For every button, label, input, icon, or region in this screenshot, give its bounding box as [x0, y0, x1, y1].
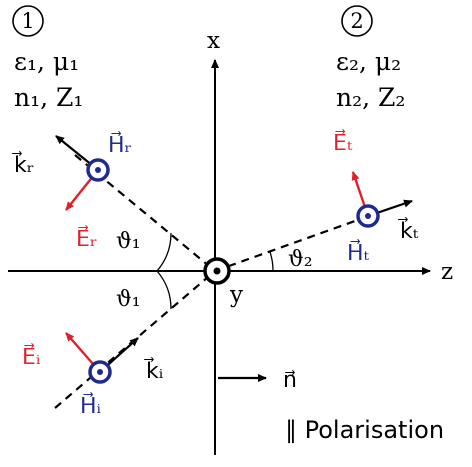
- incident-E-label: E⃗ᵢ: [22, 343, 41, 370]
- x-axis-label: x: [207, 28, 220, 54]
- incident-angle-label: ϑ₁: [116, 287, 141, 312]
- transmitted-ray: [214, 219, 356, 273]
- svg-text:1: 1: [21, 9, 34, 33]
- polarisation-caption: ∥ Polarisation: [285, 416, 444, 444]
- reflected-angle-arc: [156, 232, 172, 272]
- z-axis-label: z: [441, 259, 453, 285]
- transmitted-angle-label: ϑ₂: [288, 247, 313, 272]
- region-1-material: ε₁, μ₁: [14, 47, 79, 76]
- svg-text:2: 2: [350, 9, 363, 33]
- incident-k-label: k⃗ᵢ: [143, 357, 163, 384]
- y-axis-label: y: [229, 282, 243, 308]
- reflected-H-label: H⃗ᵣ: [108, 131, 132, 158]
- incident-angle-arc: [156, 270, 172, 310]
- transmitted-H-label: H⃗ₜ: [347, 239, 370, 266]
- incident-H-symbol: [88, 360, 112, 384]
- reflected-angle-label: ϑ₁: [116, 229, 141, 254]
- reflected-k-label: k⃗ᵣ: [11, 151, 34, 178]
- transmitted-k-label: k⃗ₜ: [397, 217, 418, 244]
- region-1-index: n₁, Z₁: [14, 83, 83, 112]
- region-1-badge: 1: [12, 5, 44, 37]
- reflected-E-label: E⃗ᵣ: [76, 225, 98, 252]
- reflected-H-symbol: [86, 158, 110, 182]
- transmitted-H-symbol: [356, 204, 380, 228]
- region-2-badge: 2: [341, 5, 373, 37]
- transmitted-angle-arc: [269, 251, 274, 272]
- region-2-material: ε₂, μ₂: [336, 47, 401, 76]
- incident-H-label: H⃗ᵢ: [80, 392, 102, 419]
- region-2-index: n₂, Z₂: [336, 83, 405, 112]
- normal-label: n⃗: [283, 368, 297, 393]
- y-axis-symbol: [203, 257, 231, 285]
- transmitted-E-label: E⃗ₜ: [333, 129, 353, 156]
